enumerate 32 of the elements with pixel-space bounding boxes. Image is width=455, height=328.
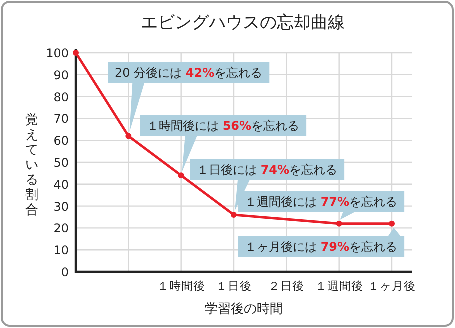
- callout: １ヶ月後には 79%を忘れる: [238, 228, 405, 257]
- x-tick-label: １時間後: [157, 279, 206, 293]
- chart-title: エビングハウスの忘却曲線: [141, 13, 345, 33]
- y-tick-label: 20: [54, 222, 69, 236]
- y-tick-label: 10: [54, 244, 69, 258]
- point: [231, 212, 237, 218]
- point: [126, 133, 132, 140]
- point: [178, 172, 184, 179]
- y-tick-label: 100: [46, 46, 69, 60]
- x-tick-label: １日後: [216, 279, 252, 293]
- annotation: １週間後には 77%を忘れる: [245, 195, 398, 209]
- annotation: 20 分後には 42%を忘れる: [115, 66, 263, 80]
- annotation: １日後には 74%を忘れる: [197, 163, 338, 177]
- y-tick-label: 70: [54, 112, 69, 126]
- annotation: １時間後には 56%を忘れる: [147, 119, 300, 133]
- y-tick-label: 60: [54, 134, 69, 148]
- x-tick-label: １ヶ月後: [368, 279, 416, 293]
- y-tick-label: 50: [54, 156, 69, 170]
- y-tick-label: 30: [54, 200, 69, 214]
- point: [73, 50, 79, 56]
- annotation: １ヶ月後には 79%を忘れる: [245, 240, 398, 254]
- callout: １週間後には 77%を忘れる: [238, 191, 405, 220]
- point: [389, 220, 395, 227]
- x-axis-title: 学習後の時間: [205, 302, 283, 317]
- x-tick-label: １週間後: [315, 279, 364, 293]
- y-tick-label: 80: [54, 90, 69, 104]
- x-tick-label: ２日後: [268, 279, 305, 293]
- point: [336, 220, 342, 227]
- y-tick-label: 90: [54, 68, 69, 82]
- y-tick-label: 40: [54, 178, 69, 192]
- y-tick-label: 0: [61, 266, 69, 280]
- y-axis-title: 覚えている割合: [26, 113, 38, 218]
